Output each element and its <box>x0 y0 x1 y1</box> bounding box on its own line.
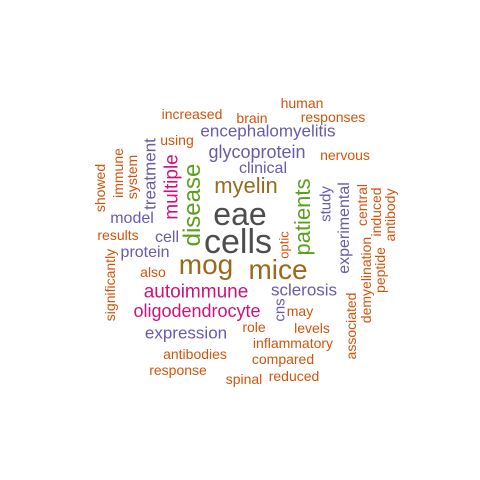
word-spinal: spinal <box>225 371 263 387</box>
word-autoimmune: autoimmune <box>143 281 249 303</box>
word-increased: increased <box>161 106 223 122</box>
word-cns: cns <box>271 298 289 322</box>
word-protein: protein <box>120 244 170 261</box>
word-sclerosis: sclerosis <box>270 280 338 300</box>
word-antibody: antibody <box>382 188 398 242</box>
word-results: results <box>97 227 139 243</box>
word-inflammatory: inflammatory <box>252 335 334 351</box>
word-response: response <box>149 362 207 378</box>
word-encephalomyelitis: encephalomyelitis <box>200 121 336 141</box>
word-treatment: treatment <box>140 138 160 210</box>
word-responses: responses <box>300 109 366 125</box>
word-glycoprotein: glycoprotein <box>208 142 306 162</box>
word-study: study <box>317 186 335 222</box>
word-model: model <box>110 210 154 227</box>
word-immune: immune <box>110 148 126 198</box>
word-cell: cell <box>154 229 180 246</box>
word-significantly: significantly <box>102 248 118 322</box>
word-central: central <box>354 183 370 227</box>
word-myelin: myelin <box>214 173 278 198</box>
word-role: role <box>242 319 266 335</box>
word-also: also <box>140 264 166 280</box>
word-peptide: peptide <box>372 247 388 293</box>
word-human: human <box>280 95 324 111</box>
word-experimental: experimental <box>336 182 353 274</box>
word-induced: induced <box>368 187 384 237</box>
word-cells: cells <box>203 223 273 261</box>
word-patients: patients <box>290 178 315 256</box>
word-clinical: clinical <box>238 160 288 177</box>
word-reduced: reduced <box>268 368 320 384</box>
word-optic: optic <box>276 231 292 259</box>
word-demyelination: demyelination <box>358 236 374 324</box>
word-eae: eae <box>213 196 267 232</box>
word-nervous: nervous <box>320 147 370 163</box>
word-disease: disease <box>179 163 206 247</box>
word-oligodendrocyte: oligodendrocyte <box>133 301 261 321</box>
word-antibodies: antibodies <box>163 346 227 362</box>
word-compared: compared <box>251 351 315 367</box>
word-mog: mog <box>178 249 234 280</box>
word-may: may <box>286 303 314 319</box>
word-showed: showed <box>92 163 108 213</box>
word-mice: mice <box>248 254 308 285</box>
word-multiple: multiple <box>161 154 183 220</box>
word-levels: levels <box>294 320 330 336</box>
word-associated: associated <box>343 292 359 360</box>
word-brain: brain <box>236 110 268 126</box>
word-using: using <box>160 132 194 148</box>
word-system: system <box>124 154 140 200</box>
word-expression: expression <box>144 323 228 343</box>
